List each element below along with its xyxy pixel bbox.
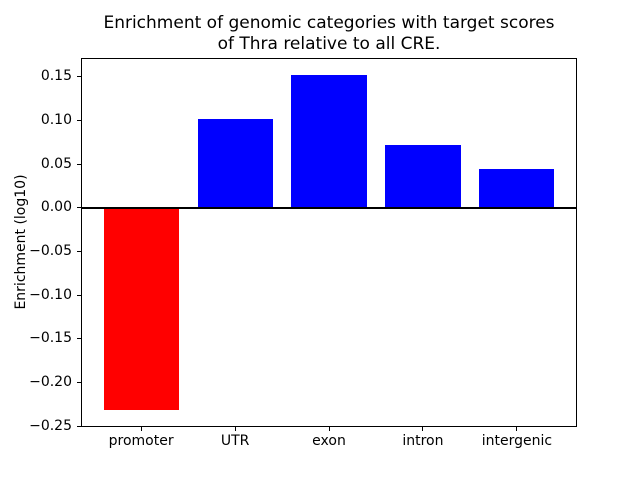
x-tick-mark [234, 427, 236, 431]
y-tick-mark [77, 119, 81, 121]
x-tick-label-UTR: UTR [220, 433, 250, 449]
y-tick-label: 0.00 [40, 199, 72, 216]
bar-intergenic [479, 169, 555, 208]
y-tick-mark [77, 251, 81, 252]
x-tick-label-promoter: promoter [108, 433, 174, 449]
x-tick-mark [516, 427, 518, 431]
y-tick-label: 0.10 [40, 111, 72, 128]
y-tick-mark [77, 338, 81, 340]
y-tick-label: −0.15 [29, 330, 72, 347]
y-tick-label: 0.15 [40, 68, 72, 85]
bar-exon [291, 75, 367, 208]
bar-UTR [197, 118, 273, 208]
bar-intron [385, 144, 461, 208]
x-tick-label-intergenic: intergenic [481, 433, 553, 449]
y-tick-mark [77, 76, 81, 78]
y-tick-label: −0.10 [29, 286, 72, 303]
y-tick-mark [77, 382, 81, 383]
x-tick-label-exon: exon [312, 433, 346, 449]
x-tick-label-intron: intron [402, 433, 444, 449]
x-tick-mark [422, 427, 424, 431]
y-tick-mark [77, 425, 81, 427]
y-tick-label: −0.20 [29, 374, 72, 390]
y-tick-mark [77, 207, 81, 209]
bar-promoter [103, 207, 179, 411]
x-tick-mark [140, 427, 142, 431]
y-tick-label: 0.05 [40, 155, 72, 172]
y-tick-label: −0.05 [29, 243, 72, 259]
y-tick-mark [77, 294, 81, 296]
y-tick-mark [77, 163, 81, 165]
x-tick-mark [328, 427, 330, 431]
zero-line [81, 206, 577, 209]
y-tick-label: −0.25 [29, 417, 72, 434]
chart-title: Enrichment of genomic categories with ta… [103, 13, 555, 54]
